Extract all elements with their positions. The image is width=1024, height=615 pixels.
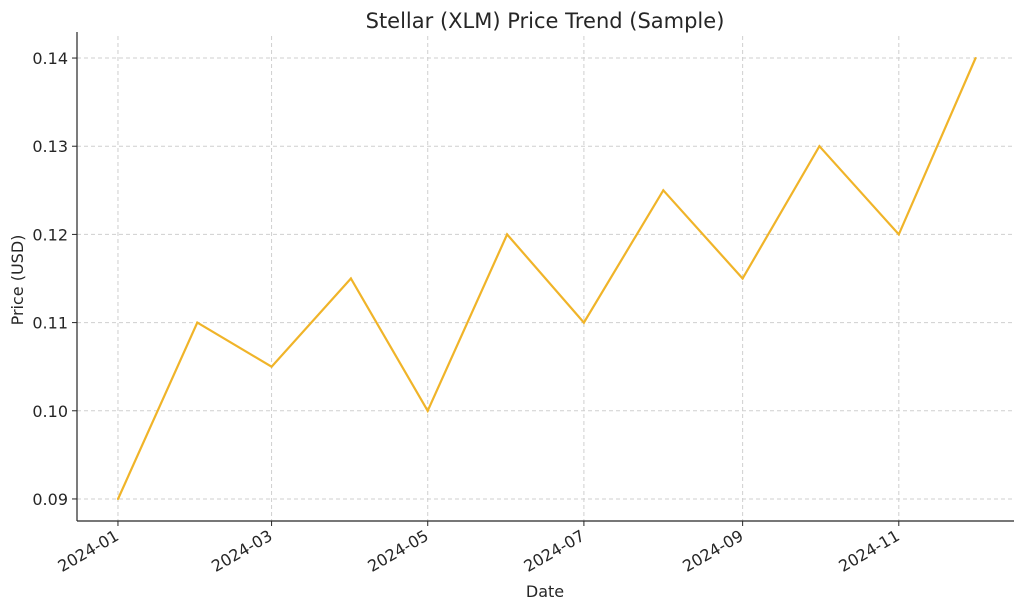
chart-title: Stellar (XLM) Price Trend (Sample) [366,9,725,33]
data-point [505,233,509,236]
data-point [116,497,120,501]
grid [77,36,1014,521]
data-point [662,189,665,192]
data-point [270,365,273,368]
data-point [582,321,586,324]
tick-labels: 0.09 0.10 0.11 0.12 0.13 0.14 2024-01 2024-03 20… [32,49,902,576]
series-layer [116,56,977,501]
data-point [196,321,199,324]
data-point [818,145,821,148]
data-point [349,277,353,280]
y-tick-label: 0.12 [32,225,68,244]
x-tick-label: 2024-11 [835,526,902,576]
y-tick-label: 0.09 [32,490,68,509]
y-axis-label: Price (USD) [8,235,27,326]
price-series-line [116,57,977,500]
y-tick-label: 0.14 [32,49,68,68]
x-axis-label: Date [526,582,564,601]
x-tick-label: 2024-09 [679,526,746,576]
y-tick-label: 0.10 [32,402,68,421]
x-tick-label: 2024-01 [55,526,122,576]
data-point [741,277,744,280]
x-tick-label: 2024-03 [208,526,275,576]
y-tick-label: 0.11 [32,314,68,333]
data-point [974,56,977,60]
x-tick-label: 2024-07 [520,526,587,576]
y-tick-label: 0.13 [32,137,68,156]
data-point [897,233,900,236]
axes [72,32,1014,526]
x-tick-label: 2024-05 [364,526,431,576]
data-point [426,409,429,412]
